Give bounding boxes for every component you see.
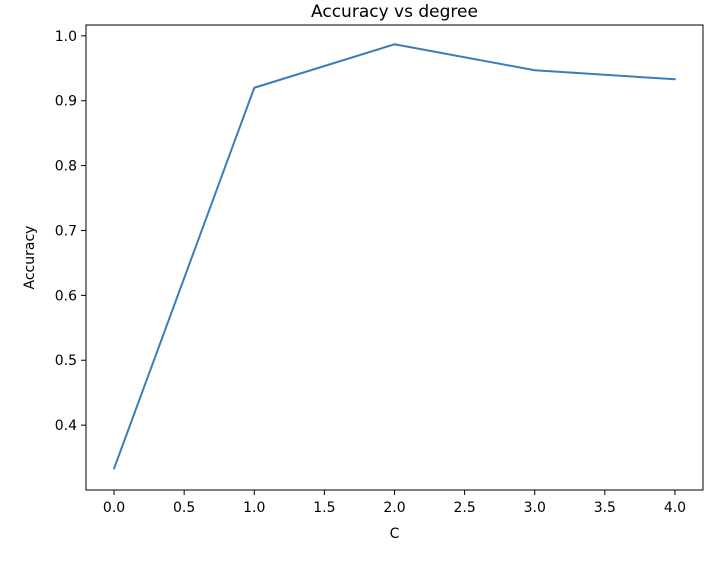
y-tick-label: 0.6 (55, 288, 77, 304)
x-tick-label: 3.0 (524, 500, 546, 516)
x-tick-label: 0.5 (173, 500, 195, 516)
x-tick-label: 1.0 (243, 500, 265, 516)
y-tick-label: 0.7 (55, 223, 77, 239)
series-line (113, 43, 676, 470)
x-tick-label: 1.5 (313, 500, 335, 516)
x-tick-label: 3.5 (594, 500, 616, 516)
x-tick-label: 0.0 (103, 500, 125, 516)
chart-title: Accuracy vs degree (311, 2, 478, 22)
y-tick-label: 0.9 (55, 94, 77, 110)
x-tick-label: 2.5 (453, 500, 475, 516)
y-axis-label: Accuracy (22, 226, 38, 290)
x-tick-label: 4.0 (664, 500, 686, 516)
y-axis-ticks: 0.4 0.5 0.6 0.7 0.8 0.9 1.0 (55, 29, 86, 434)
x-axis-ticks: 0.0 0.5 1.0 1.5 2.0 2.5 3.0 3.5 4.0 (103, 490, 686, 516)
y-tick-label: 0.5 (55, 353, 77, 369)
y-tick-label: 0.4 (55, 418, 77, 434)
x-tick-label: 2.0 (383, 500, 405, 516)
y-tick-label: 1.0 (55, 29, 77, 45)
plot-area (113, 43, 676, 470)
y-tick-label: 0.8 (55, 159, 77, 175)
x-axis-label: C (390, 526, 400, 542)
